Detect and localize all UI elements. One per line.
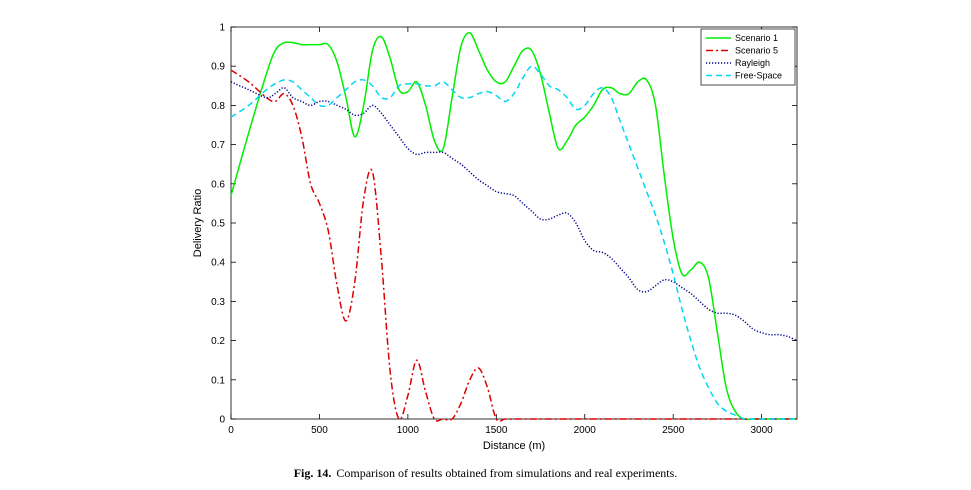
legend: Scenario 1 Scenario 5 Rayleigh Free-Space: [700, 28, 796, 86]
series-line-scenario-1: [230, 32, 797, 421]
y-tick-label: 0.9: [211, 62, 225, 73]
y-tick-label: 0.5: [211, 219, 225, 230]
y-tick-label: 0.6: [211, 179, 225, 190]
axis-ticks: 0 500 1000 1500 2000 2500 3000 0 0.1 0.2 0.3 0.4 0.5…: [211, 23, 797, 436]
x-tick-label: 0: [228, 425, 234, 436]
x-tick-label: 1500: [485, 425, 508, 436]
figure-caption: Fig. 14. Comparison of results obtained f…: [0, 466, 971, 481]
plot-area: [230, 26, 798, 420]
x-tick-label: 2500: [662, 425, 685, 436]
y-tick-label: 0.7: [211, 140, 225, 151]
y-tick-label: 1: [219, 23, 225, 34]
y-tick-label: 0.4: [211, 258, 225, 269]
legend-label-free-space: Free-Space: [735, 71, 782, 81]
y-tick-label: 0.8: [211, 101, 225, 112]
caption-text: Comparison of results obtained from simu…: [336, 466, 678, 480]
caption-label: Fig. 14.: [293, 466, 332, 480]
series-line-free-space: [230, 65, 797, 421]
y-tick-label: 0.3: [211, 297, 225, 308]
y-axis-label: Delivery Ratio: [192, 189, 204, 257]
x-tick-label: 500: [311, 425, 328, 436]
series-line-rayleigh: [230, 81, 798, 342]
y-tick-label: 0: [219, 415, 225, 426]
y-tick-label: 0.1: [211, 375, 225, 386]
x-tick-label: 3000: [751, 425, 774, 436]
y-tick-label: 0.2: [211, 336, 225, 347]
legend-label-scenario-5: Scenario 5: [735, 46, 778, 56]
legend-label-rayleigh: Rayleigh: [735, 58, 770, 68]
legend-label-scenario-1: Scenario 1: [735, 33, 778, 43]
x-tick-label: 1000: [397, 425, 420, 436]
x-tick-label: 2000: [574, 425, 597, 436]
x-axis-label: Distance (m): [483, 440, 545, 452]
delivery-ratio-chart: 0 500 1000 1500 2000 2500 3000 0 0.1 0.2 0.3 0.4 0.5…: [192, 23, 798, 452]
series-lines: [230, 32, 798, 423]
